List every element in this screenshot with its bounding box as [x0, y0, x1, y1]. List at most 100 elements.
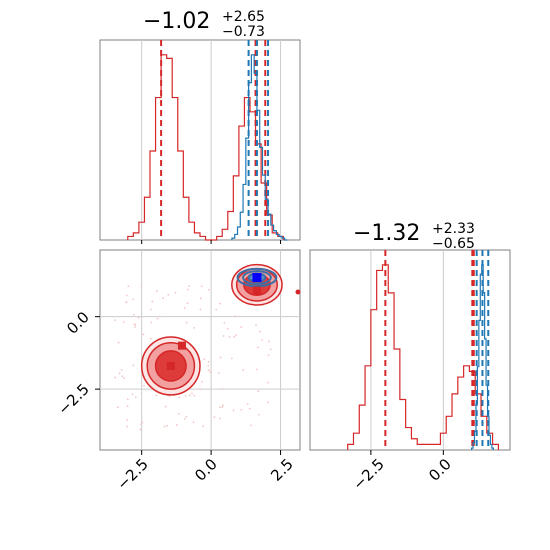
scatter-point	[114, 376, 116, 379]
p2-hist-series-0	[347, 264, 500, 450]
scatter-point	[233, 315, 236, 318]
p2-title-plus: +2.33	[432, 221, 475, 237]
scatter-point	[132, 298, 135, 301]
scatter-point	[223, 321, 226, 324]
red-peak-marker-0	[166, 361, 175, 370]
x1-tick-label-1: 0.0	[191, 455, 221, 485]
scatter-point	[209, 371, 212, 374]
x1-tick-label-2: 2.5	[267, 455, 297, 485]
panel-p2-histogram-frame	[309, 249, 511, 451]
scatter-point	[248, 407, 251, 410]
scatter-point	[134, 396, 137, 399]
scatter-point	[155, 290, 158, 292]
scatter-point	[222, 335, 225, 337]
scatter-point	[141, 421, 144, 424]
scatter-point	[116, 406, 119, 409]
scatter-point	[134, 326, 137, 328]
scatter-point	[166, 424, 169, 427]
scatter-point	[202, 425, 205, 428]
red-edge-point	[295, 289, 301, 295]
scatter-point	[213, 416, 216, 419]
scatter-point	[255, 368, 258, 371]
scatter-point	[142, 333, 145, 336]
blue-peak-marker-0	[252, 273, 262, 283]
scatter-point	[221, 388, 224, 390]
p1-title-plus: +2.65	[222, 9, 265, 25]
scatter-point	[186, 288, 189, 291]
scatter-point	[188, 394, 191, 397]
scatter-point	[199, 388, 202, 391]
scatter-point	[131, 393, 134, 396]
scatter-point	[143, 384, 145, 387]
scatter-point	[218, 372, 220, 374]
x1-tick-label-0: −2.5	[113, 455, 151, 493]
scatter-point	[242, 369, 245, 371]
p1-title-value: −1.02	[143, 9, 210, 34]
blue-contour-level0	[236, 267, 278, 288]
scatter-point	[228, 336, 231, 338]
scatter-point	[246, 402, 249, 405]
blue-contour-level1	[242, 270, 272, 285]
scatter-point	[257, 346, 259, 349]
scatter-point	[155, 394, 158, 397]
scatter-point	[207, 364, 210, 367]
scatter-point	[117, 341, 120, 344]
scatter-point	[207, 369, 210, 372]
p1-title-minus: −0.73	[222, 24, 265, 40]
scatter-point	[125, 294, 128, 297]
scatter-point	[259, 330, 261, 333]
scatter-point	[222, 404, 224, 407]
scatter-point	[163, 425, 166, 428]
scatter-point	[183, 307, 186, 310]
scatter-point	[240, 326, 243, 329]
scatter-point	[200, 285, 203, 288]
scatter-point	[266, 381, 269, 384]
x2-tick-label-0: −2.5	[349, 455, 387, 493]
scatter-point	[230, 357, 233, 360]
scatter-point	[150, 337, 152, 340]
scatter-point	[140, 423, 142, 426]
scatter-point	[185, 415, 188, 418]
p2-title-value: −1.32	[353, 221, 420, 246]
scatter-point	[156, 317, 159, 320]
scatter-point	[162, 297, 164, 300]
scatter-point	[261, 339, 264, 341]
scatter-point	[126, 405, 129, 407]
scatter-point	[139, 428, 142, 431]
scatter-point	[267, 354, 270, 357]
scatter-point	[122, 321, 125, 324]
scatter-point	[140, 285, 143, 288]
scatter-point	[226, 327, 229, 330]
scatter-point	[167, 293, 170, 296]
scatter-point	[257, 390, 260, 393]
scatter-point	[215, 308, 218, 311]
panel-p1-histogram-frame	[99, 39, 301, 241]
contours	[140, 263, 283, 396]
scatter-point	[168, 395, 171, 398]
p1-hist-series-1	[231, 54, 288, 241]
scatter-point	[177, 413, 180, 415]
scatter-point	[193, 394, 196, 397]
scatter-point	[178, 396, 181, 399]
scatter-point	[191, 392, 193, 395]
scatter-point	[188, 285, 191, 288]
scatter-point	[134, 323, 137, 326]
scatter-point	[185, 321, 188, 324]
scatter-point	[114, 319, 117, 322]
scatter-point	[221, 405, 224, 408]
scatter-point	[255, 324, 257, 326]
scatter-point	[126, 398, 129, 401]
scatter-point	[201, 380, 203, 383]
scatter-point	[266, 401, 269, 404]
p2-title-minus: −0.65	[432, 236, 475, 252]
scatter-point	[164, 405, 167, 408]
scatter-point	[151, 300, 154, 303]
scatter-point	[121, 375, 124, 378]
scatter-point	[158, 315, 161, 318]
scatter-point	[127, 285, 130, 288]
x2-tick-label-1: 0.0	[425, 455, 455, 485]
scatter-point	[184, 395, 187, 397]
scatter-point	[207, 360, 210, 363]
scatter-point	[269, 348, 272, 351]
